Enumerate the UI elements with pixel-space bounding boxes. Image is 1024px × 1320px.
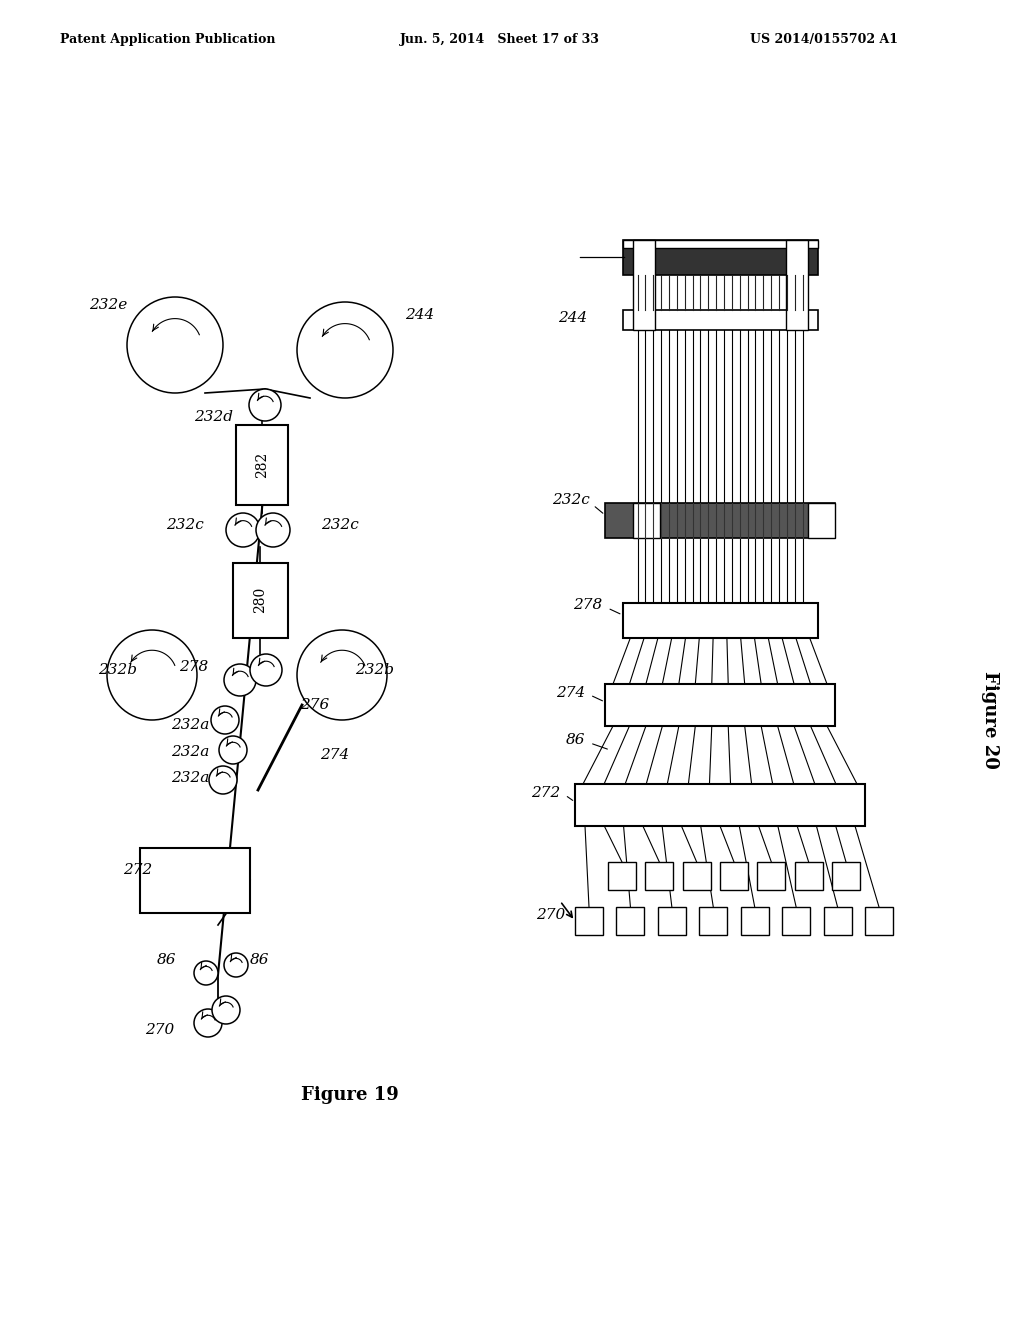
Text: 232c: 232c xyxy=(166,517,204,532)
Text: 244: 244 xyxy=(558,310,587,325)
Text: 232a: 232a xyxy=(171,718,209,733)
Text: 232b: 232b xyxy=(98,663,137,677)
Text: Jun. 5, 2014   Sheet 17 of 33: Jun. 5, 2014 Sheet 17 of 33 xyxy=(400,33,600,46)
Bar xyxy=(616,907,644,935)
Circle shape xyxy=(297,302,393,399)
Bar xyxy=(823,907,852,935)
Circle shape xyxy=(224,664,256,696)
Text: 232e: 232e xyxy=(89,298,127,312)
Bar xyxy=(795,862,822,890)
Text: Figure 19: Figure 19 xyxy=(301,1086,399,1104)
Bar xyxy=(623,602,817,638)
Bar xyxy=(699,907,727,935)
Circle shape xyxy=(194,961,218,985)
Text: 280: 280 xyxy=(253,587,267,612)
Circle shape xyxy=(106,630,197,719)
Circle shape xyxy=(297,630,387,719)
Text: 232b: 232b xyxy=(355,663,394,677)
Bar xyxy=(140,847,250,912)
Text: 272: 272 xyxy=(123,863,153,876)
Text: 274: 274 xyxy=(321,748,349,762)
Bar xyxy=(605,684,835,726)
Text: 270: 270 xyxy=(536,908,565,921)
Text: 276: 276 xyxy=(300,698,330,711)
Circle shape xyxy=(224,953,248,977)
Text: 270: 270 xyxy=(145,1023,175,1038)
Bar xyxy=(608,862,636,890)
Circle shape xyxy=(194,1008,222,1038)
Bar xyxy=(605,503,835,537)
Bar xyxy=(808,503,835,537)
Bar xyxy=(633,240,654,330)
Text: 274: 274 xyxy=(556,686,585,700)
Text: 272: 272 xyxy=(530,785,560,800)
Text: 232c: 232c xyxy=(322,517,358,532)
Bar xyxy=(831,862,860,890)
Bar xyxy=(785,240,808,330)
Circle shape xyxy=(212,997,240,1024)
Bar xyxy=(623,240,817,248)
Bar xyxy=(782,907,810,935)
Text: 232a: 232a xyxy=(171,744,209,759)
Bar xyxy=(575,907,603,935)
Bar xyxy=(657,907,686,935)
Bar xyxy=(633,503,660,537)
Bar xyxy=(575,784,865,826)
Text: 282: 282 xyxy=(255,451,269,478)
Bar xyxy=(758,862,785,890)
Text: 86: 86 xyxy=(250,953,269,968)
Circle shape xyxy=(226,513,260,546)
Circle shape xyxy=(211,706,239,734)
Text: 232d: 232d xyxy=(195,411,233,424)
Circle shape xyxy=(256,513,290,546)
Bar xyxy=(683,862,711,890)
Text: 86: 86 xyxy=(158,953,177,968)
Circle shape xyxy=(249,389,281,421)
Text: US 2014/0155702 A1: US 2014/0155702 A1 xyxy=(750,33,898,46)
Text: Figure 20: Figure 20 xyxy=(981,671,999,770)
Bar xyxy=(232,562,288,638)
Circle shape xyxy=(127,297,223,393)
Circle shape xyxy=(219,737,247,764)
Bar xyxy=(623,310,817,330)
Text: 232a: 232a xyxy=(171,771,209,785)
Bar xyxy=(236,425,288,506)
Bar xyxy=(720,862,748,890)
Text: 232c: 232c xyxy=(552,492,590,507)
Text: Patent Application Publication: Patent Application Publication xyxy=(60,33,275,46)
Bar xyxy=(645,862,674,890)
Bar xyxy=(623,240,817,275)
Text: 86: 86 xyxy=(565,733,585,747)
Bar xyxy=(740,907,769,935)
Circle shape xyxy=(209,766,237,795)
Circle shape xyxy=(250,653,282,686)
Text: 244: 244 xyxy=(406,308,434,322)
Text: 278: 278 xyxy=(573,598,602,612)
Bar xyxy=(865,907,893,935)
Text: 278: 278 xyxy=(179,660,209,675)
